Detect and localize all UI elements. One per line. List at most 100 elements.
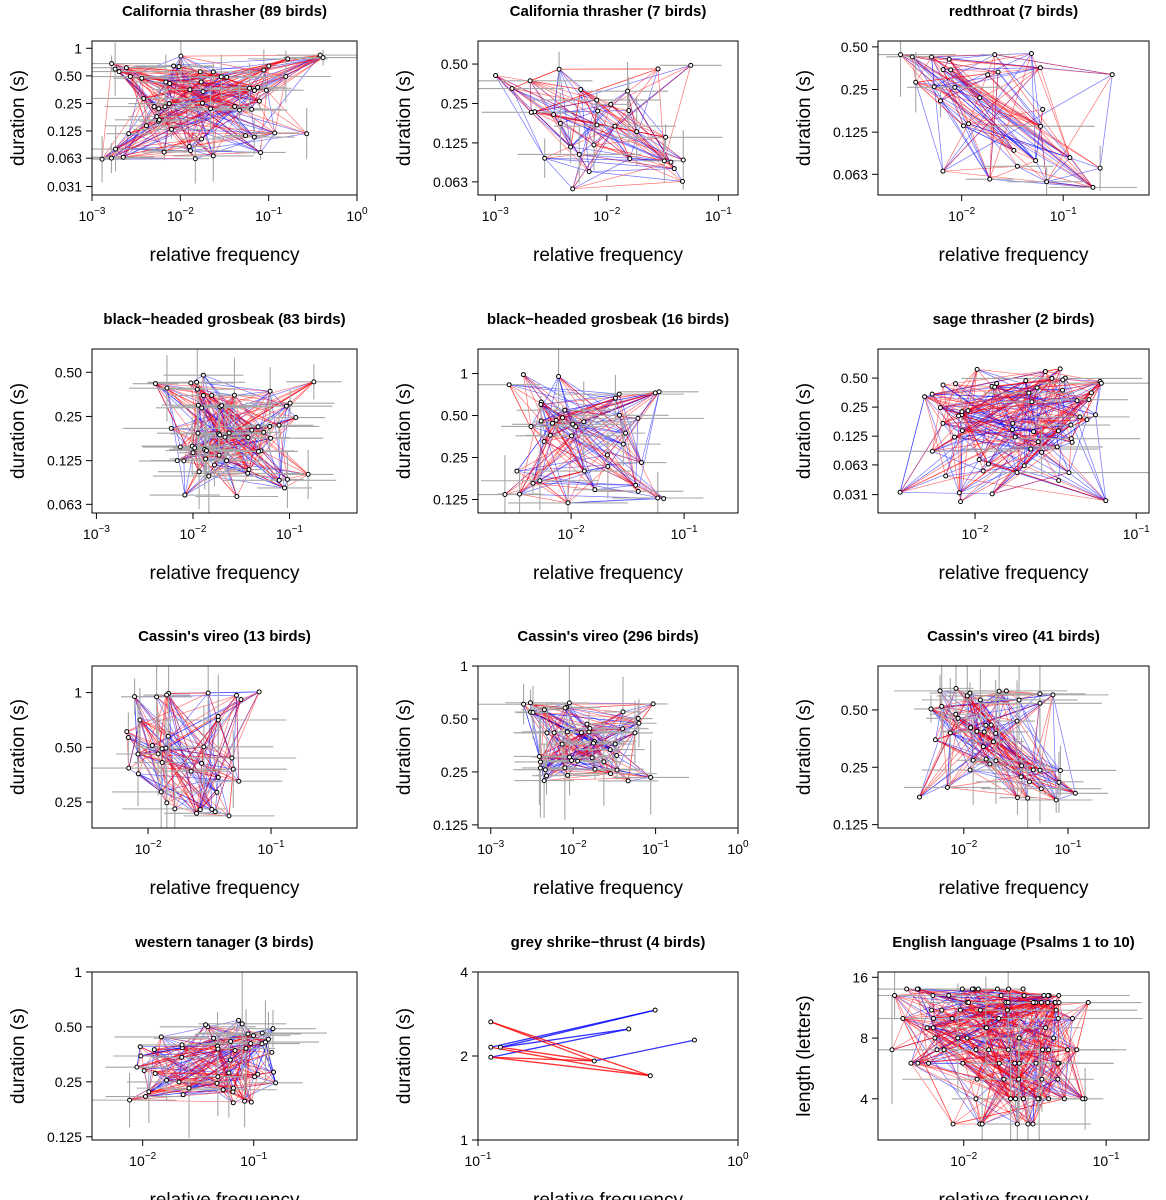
data-point — [568, 144, 574, 150]
red-transition-line — [534, 68, 659, 113]
red-transition-line — [168, 693, 197, 814]
blue-transition-line — [567, 497, 658, 504]
red-transition-line — [171, 428, 259, 452]
blue-transition-line — [1068, 419, 1088, 473]
red-transition-line — [155, 1073, 258, 1075]
data-point — [987, 761, 993, 767]
data-point — [214, 789, 220, 795]
data-point — [247, 85, 253, 91]
red-transition-line — [219, 395, 235, 436]
blue-transition-line — [1099, 74, 1113, 169]
blue-transition-line — [969, 769, 1042, 790]
blue-transition-line — [994, 54, 1043, 110]
data-point — [497, 1044, 503, 1050]
data-point — [1020, 1096, 1026, 1102]
red-transition-line — [284, 474, 309, 489]
y-tick-label: 0.50 — [841, 370, 868, 386]
red-transition-line — [993, 694, 1054, 742]
red-transition-line — [943, 53, 1032, 70]
data-point — [188, 148, 194, 154]
red-transition-line — [138, 773, 162, 793]
data-point — [1037, 700, 1043, 706]
data-point — [156, 106, 162, 112]
red-transition-line — [155, 1073, 234, 1089]
data-point — [989, 491, 995, 497]
data-point — [549, 420, 555, 426]
data-point — [1056, 779, 1062, 785]
red-transition-line — [989, 160, 1036, 180]
data-point — [141, 95, 147, 101]
plot-frame — [91, 971, 358, 1141]
y-axis-label: duration (s) — [394, 699, 415, 795]
data-point — [1069, 1016, 1075, 1022]
data-point — [992, 384, 998, 390]
plot-frame — [877, 348, 1150, 514]
red-transition-line — [948, 995, 1077, 1051]
red-transition-line — [239, 57, 324, 111]
x-tick-label: 10−2 — [950, 1151, 977, 1169]
data-point — [159, 746, 165, 752]
data-point — [127, 1097, 133, 1103]
red-transition-line — [958, 415, 1016, 438]
data-point — [214, 1080, 220, 1086]
blue-transition-line — [943, 67, 1041, 70]
data-point — [969, 986, 975, 992]
red-transition-line — [996, 383, 1107, 501]
blue-transition-line — [207, 693, 213, 810]
blue-transition-line — [997, 71, 1041, 127]
data-point — [211, 1035, 217, 1041]
data-point — [975, 986, 981, 992]
red-transition-line — [1032, 1063, 1059, 1125]
data-point — [261, 67, 267, 73]
data-point — [1029, 399, 1035, 405]
blue-transition-line — [217, 777, 230, 816]
red-transition-line — [1017, 165, 1093, 188]
x-tick-label: 10−3 — [79, 206, 106, 224]
red-transition-line — [230, 1038, 269, 1042]
data-point — [987, 176, 993, 182]
red-transition-line — [148, 1082, 276, 1093]
y-tick-label: 0.50 — [441, 408, 468, 424]
data-point — [985, 461, 991, 467]
red-transition-line — [266, 89, 307, 134]
red-transition-line — [988, 399, 1090, 465]
data-point — [186, 1085, 192, 1091]
red-transition-line — [968, 109, 1043, 125]
data-point — [124, 729, 130, 735]
blue-transition-line — [201, 763, 234, 770]
blue-transition-line — [993, 741, 1030, 783]
red-transition-line — [201, 763, 230, 817]
y-tick-label: 0.031 — [47, 178, 82, 194]
chart-panel-12: English language (Psalms 1 to 10) 10−2 10−… — [794, 934, 1150, 1200]
x-tick-label: 10−1 — [705, 206, 732, 224]
data-point — [234, 692, 240, 698]
red-transition-line — [219, 381, 314, 408]
data-point — [1033, 1060, 1039, 1066]
red-transition-line — [1033, 694, 1054, 770]
data-point — [1080, 1096, 1086, 1102]
data-point — [203, 1022, 209, 1028]
red-transition-line — [978, 371, 1046, 460]
data-point — [304, 131, 310, 137]
red-transition-line — [991, 385, 1029, 394]
blue-transition-line — [1052, 694, 1076, 794]
chart-panel-11: grey shrike−thrust (4 birds) 10−1 100 4 2 1 re… — [394, 934, 749, 1200]
data-point — [218, 74, 224, 80]
data-point — [1098, 380, 1104, 386]
data-point — [966, 121, 972, 127]
data-point — [206, 473, 212, 479]
red-transition-line — [532, 712, 568, 733]
y-tick-label: 1 — [460, 366, 468, 382]
blue-transition-line — [138, 773, 197, 814]
data-point — [612, 123, 618, 129]
data-point — [633, 482, 639, 488]
y-tick-label: 0.50 — [55, 1019, 82, 1035]
data-point — [137, 717, 143, 723]
data-point — [537, 765, 543, 771]
blue-transition-line — [933, 86, 991, 180]
plot-frame — [91, 348, 358, 514]
x-tick-label: 10−1 — [276, 524, 303, 542]
red-transition-line — [950, 699, 981, 734]
data-point — [152, 1070, 158, 1076]
red-transition-line — [917, 1062, 1065, 1100]
